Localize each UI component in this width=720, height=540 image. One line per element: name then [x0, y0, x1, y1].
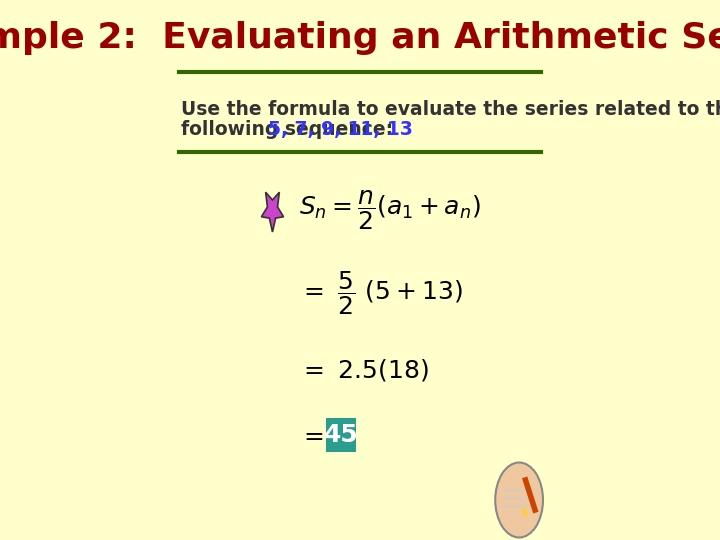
FancyBboxPatch shape: [325, 418, 356, 452]
Ellipse shape: [495, 462, 543, 537]
Text: $= \ 2.5(18)$: $= \ 2.5(18)$: [299, 357, 429, 383]
Text: $= \ \dfrac{5}{2} \ (5 + 13)$: $= \ \dfrac{5}{2} \ (5 + 13)$: [299, 269, 463, 317]
PathPatch shape: [261, 192, 284, 232]
Text: following sequence:: following sequence:: [181, 120, 406, 139]
Text: $S_n = \dfrac{n}{2}(a_1 + a_n)$: $S_n = \dfrac{n}{2}(a_1 + a_n)$: [299, 188, 481, 232]
Text: Example 2:  Evaluating an Arithmetic Series: Example 2: Evaluating an Arithmetic Seri…: [0, 21, 720, 55]
Text: 5, 7, 9, 11, 13: 5, 7, 9, 11, 13: [268, 120, 413, 139]
Text: Use the formula to evaluate the series related to the: Use the formula to evaluate the series r…: [181, 100, 720, 119]
Text: 45: 45: [323, 423, 359, 447]
Text: $=$: $=$: [299, 423, 324, 447]
